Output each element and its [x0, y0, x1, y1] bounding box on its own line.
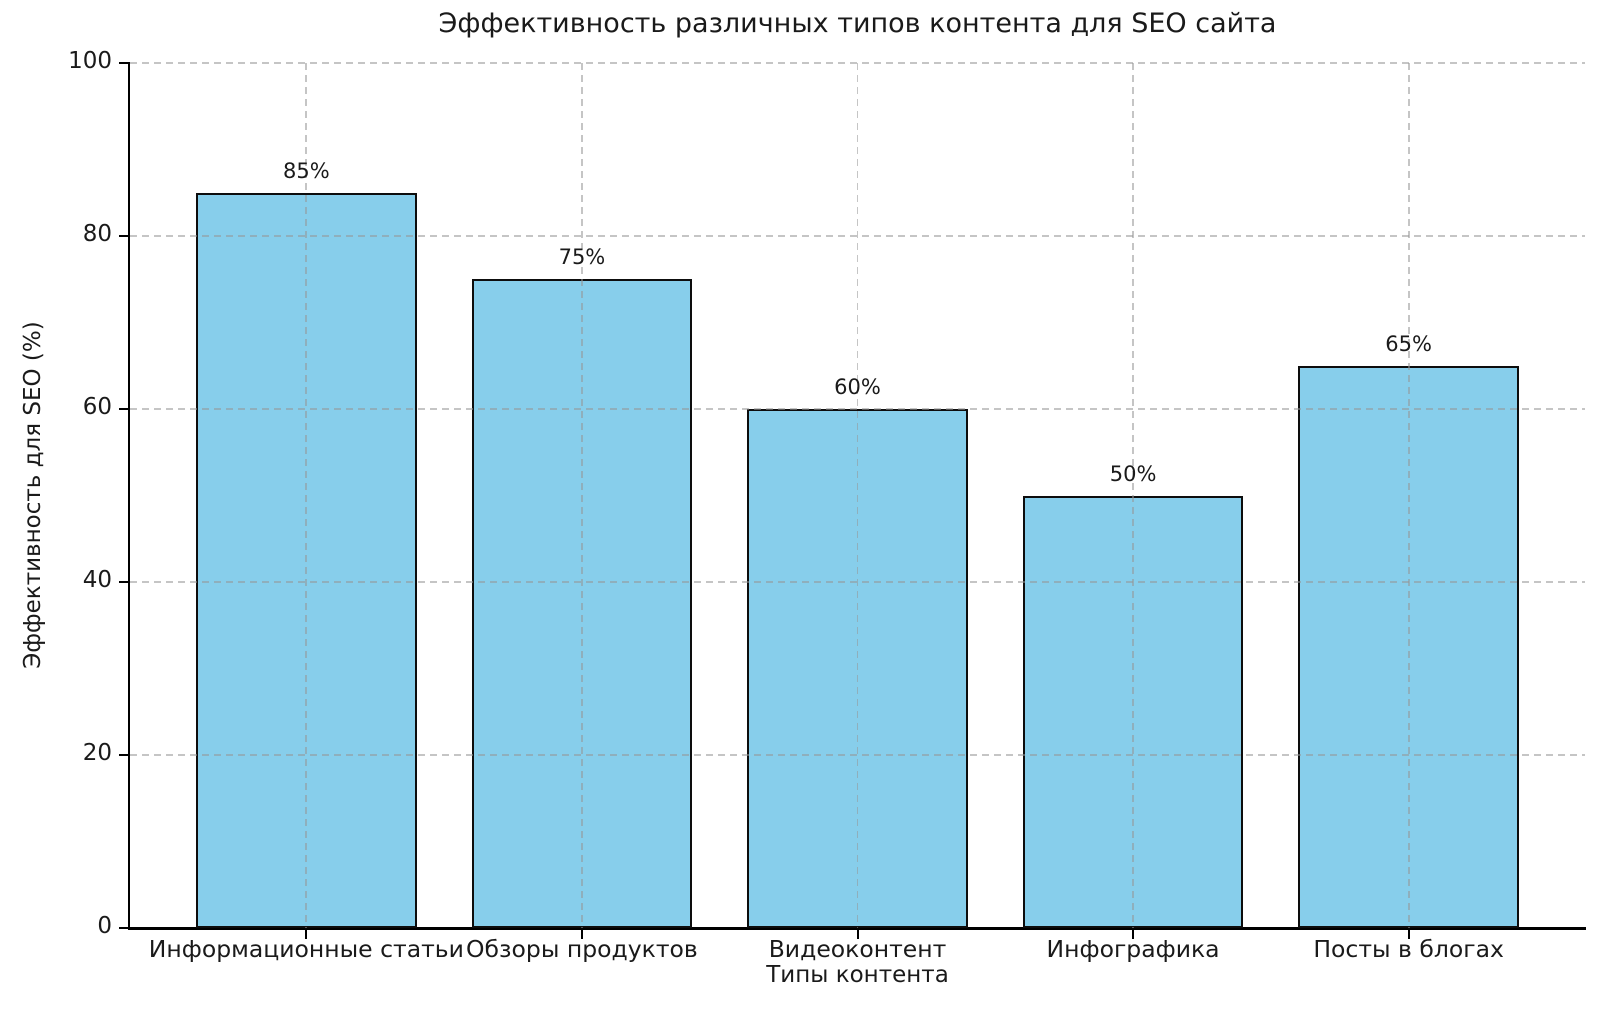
- x-tick-label: Инфографика: [1046, 935, 1220, 963]
- gridline-horizontal: [130, 581, 1585, 583]
- y-tick-mark: [119, 235, 128, 237]
- bar-value-label: 50%: [1109, 461, 1157, 486]
- x-tick-label: Посты в блогах: [1313, 935, 1504, 963]
- x-tick-label: Информационные статьи: [148, 935, 464, 963]
- x-tick-mark: [1407, 929, 1410, 939]
- bar-value-label: 60%: [834, 375, 881, 399]
- y-tick-label: 60: [82, 394, 112, 420]
- x-axis-spine: [128, 927, 1586, 930]
- bar-value-label: 85%: [283, 158, 330, 183]
- bar-value-label: 75%: [558, 245, 606, 270]
- chart-title: Эффективность различных типов контента д…: [438, 8, 1277, 39]
- plot-area: 85% 75% 60% 50% 65%: [130, 62, 1585, 928]
- gridline-vertical: [305, 63, 308, 928]
- y-tick-label: 100: [68, 48, 112, 74]
- x-tick-mark: [1132, 929, 1135, 939]
- gridline-horizontal: [130, 408, 1585, 410]
- x-tick-mark: [305, 929, 308, 939]
- x-tick-label: Видеоконтент: [768, 935, 947, 963]
- gridline-vertical: [1407, 63, 1410, 928]
- y-axis-spine: [128, 62, 130, 929]
- x-tick-mark: [856, 929, 859, 939]
- gridline-horizontal: [130, 235, 1585, 237]
- bar-value-label: 65%: [1385, 331, 1432, 356]
- y-tick-mark: [119, 754, 128, 756]
- y-tick-mark: [119, 581, 128, 583]
- y-axis-title: Эффективность для SEO (%): [20, 321, 46, 669]
- y-tick-mark: [119, 62, 128, 64]
- gridline-horizontal: [130, 754, 1585, 756]
- gridline-vertical: [581, 63, 583, 928]
- x-tick-label: Обзоры продуктов: [466, 935, 698, 963]
- x-axis-title: Типы контента: [766, 962, 949, 988]
- gridline-horizontal: [130, 62, 1585, 64]
- y-tick-mark: [119, 408, 128, 410]
- y-tick-mark: [119, 927, 128, 929]
- x-tick-mark: [580, 929, 583, 939]
- gridline-vertical: [856, 63, 859, 928]
- y-tick-label: 20: [82, 740, 112, 766]
- y-tick-label: 40: [82, 567, 112, 593]
- y-tick-label: 80: [82, 221, 112, 247]
- y-tick-label: 0: [97, 913, 112, 939]
- gridline-vertical: [1132, 63, 1134, 928]
